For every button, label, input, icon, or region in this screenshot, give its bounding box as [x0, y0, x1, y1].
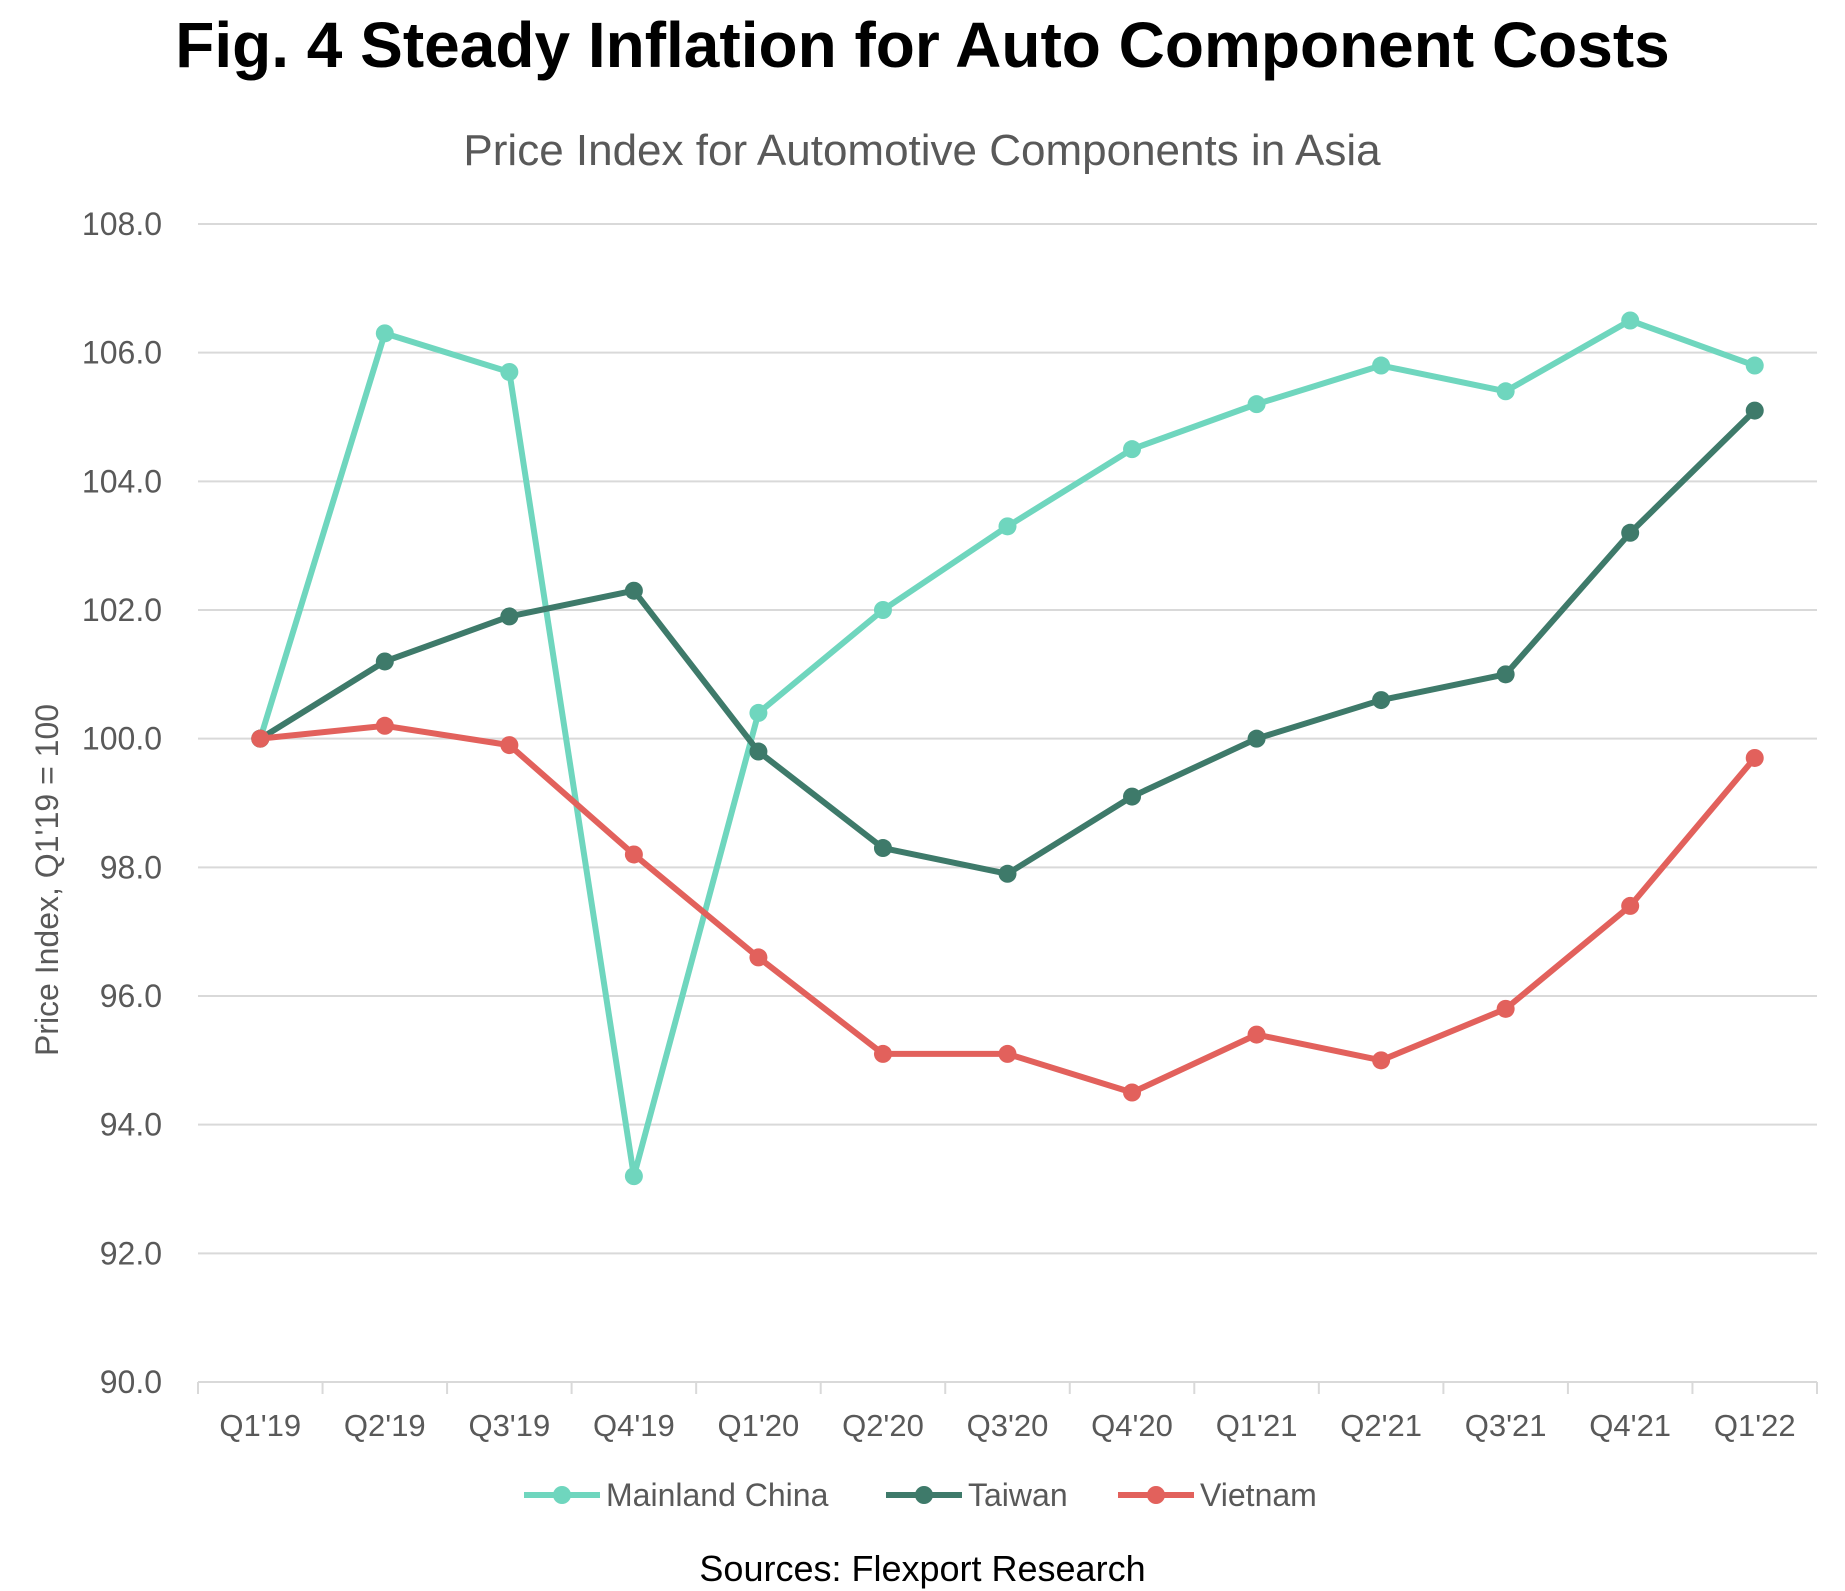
x-axis-tick-labels: Q1'19 Q2'19 Q3'19 Q4'19 Q1'20 Q2'20 Q3'20 Q4'20… — [219, 1408, 1795, 1443]
chart-subtitle: Price Index for Automotive Components in… — [463, 126, 1381, 175]
data-point-vietnam — [500, 736, 519, 755]
y-tick-label: 100.0 — [82, 721, 162, 757]
x-tick-label: Q4'21 — [1589, 1408, 1671, 1443]
y-tick-label: 92.0 — [100, 1235, 162, 1271]
data-point-vietnam — [998, 1044, 1017, 1063]
data-point-vietnam — [749, 948, 768, 967]
series-line-vietnam — [257, 722, 1758, 1096]
data-point-mainland-china — [1372, 356, 1391, 375]
x-tick-label: Q1'21 — [1216, 1408, 1298, 1443]
source-note: Sources: Flexport Research — [699, 1548, 1146, 1589]
y-tick-label: 104.0 — [82, 463, 162, 499]
series-vietnam — [251, 716, 1764, 1102]
data-point-vietnam — [1247, 1025, 1266, 1044]
data-point-vietnam — [873, 1044, 892, 1063]
legend-item-taiwan: Taiwan — [886, 1477, 1068, 1513]
x-tick-label: Q1'19 — [219, 1408, 301, 1443]
x-tick-label: Q2'19 — [344, 1408, 426, 1443]
series-mainland-china — [251, 311, 1764, 1186]
data-point-taiwan — [1621, 523, 1640, 542]
data-point-mainland-china — [624, 1167, 643, 1186]
y-tick-label: 98.0 — [100, 849, 162, 885]
data-point-vietnam — [1123, 1083, 1142, 1102]
x-tick-label: Q1'22 — [1714, 1408, 1796, 1443]
y-tick-label: 94.0 — [100, 1107, 162, 1143]
legend-label: Taiwan — [968, 1477, 1068, 1513]
data-point-taiwan — [1372, 691, 1391, 710]
data-point-taiwan — [1123, 787, 1142, 806]
data-point-taiwan — [1247, 729, 1266, 748]
series-line-taiwan — [257, 407, 1758, 877]
data-point-taiwan — [1745, 401, 1764, 420]
x-tick-label: Q3'21 — [1465, 1408, 1547, 1443]
data-point-vietnam — [1496, 999, 1515, 1018]
data-point-vietnam — [624, 845, 643, 864]
data-point-taiwan — [624, 581, 643, 600]
legend-item-vietnam: Vietnam — [1118, 1477, 1317, 1513]
legend-item-mainland-china: Mainland China — [524, 1477, 829, 1513]
legend-label: Mainland China — [606, 1477, 829, 1513]
x-tick-label: Q3'20 — [967, 1408, 1049, 1443]
legend: Mainland China Taiwan Vietnam — [524, 1477, 1317, 1513]
y-tick-label: 96.0 — [100, 978, 162, 1014]
data-point-taiwan — [375, 652, 394, 671]
legend-swatch-marker — [1147, 1486, 1165, 1504]
data-point-vietnam — [1745, 748, 1764, 767]
data-point-taiwan — [749, 742, 768, 761]
gridlines — [198, 223, 1817, 1255]
y-tick-label: 90.0 — [100, 1364, 162, 1400]
data-point-mainland-china — [873, 601, 892, 619]
data-point-taiwan — [998, 864, 1017, 883]
data-point-mainland-china — [1496, 382, 1515, 401]
data-point-vietnam — [1372, 1051, 1391, 1070]
legend-label: Vietnam — [1200, 1477, 1317, 1513]
y-tick-label: 108.0 — [82, 206, 162, 242]
data-point-vietnam — [375, 716, 394, 735]
data-point-mainland-china — [749, 703, 768, 722]
x-axis — [197, 1381, 1818, 1394]
x-tick-label: Q4'19 — [593, 1408, 675, 1443]
y-axis-label: Price Index, Q1'19 = 100 — [29, 704, 65, 1056]
data-point-vietnam — [251, 729, 270, 748]
data-point-mainland-china — [998, 517, 1017, 536]
y-tick-label: 106.0 — [82, 335, 162, 371]
legend-swatch-marker — [915, 1486, 933, 1504]
x-tick-label: Q2'21 — [1340, 1408, 1422, 1443]
data-point-taiwan — [1496, 665, 1515, 684]
legend-swatch-marker — [553, 1486, 571, 1504]
y-tick-label: 102.0 — [82, 592, 162, 628]
x-tick-label: Q2'20 — [842, 1408, 924, 1443]
series-lines — [251, 311, 1764, 1186]
data-point-mainland-china — [1621, 311, 1640, 330]
data-point-mainland-china — [1123, 440, 1142, 459]
data-point-vietnam — [1621, 896, 1640, 915]
series-taiwan — [251, 401, 1764, 883]
data-point-taiwan — [873, 839, 892, 858]
data-point-mainland-china — [1247, 395, 1266, 414]
data-point-mainland-china — [500, 362, 519, 381]
x-tick-label: Q1'20 — [718, 1408, 800, 1443]
data-point-mainland-china — [375, 324, 394, 343]
x-tick-label: Q3'19 — [468, 1408, 550, 1443]
data-point-taiwan — [500, 607, 519, 626]
figure-title: Fig. 4 Steady Inflation for Auto Compone… — [175, 9, 1670, 81]
y-axis-tick-labels: 90.0 92.0 94.0 96.0 98.0 100.0 102.0 104.0 106.0… — [82, 206, 162, 1400]
data-point-mainland-china — [1745, 356, 1764, 375]
x-tick-label: Q4'20 — [1091, 1408, 1173, 1443]
